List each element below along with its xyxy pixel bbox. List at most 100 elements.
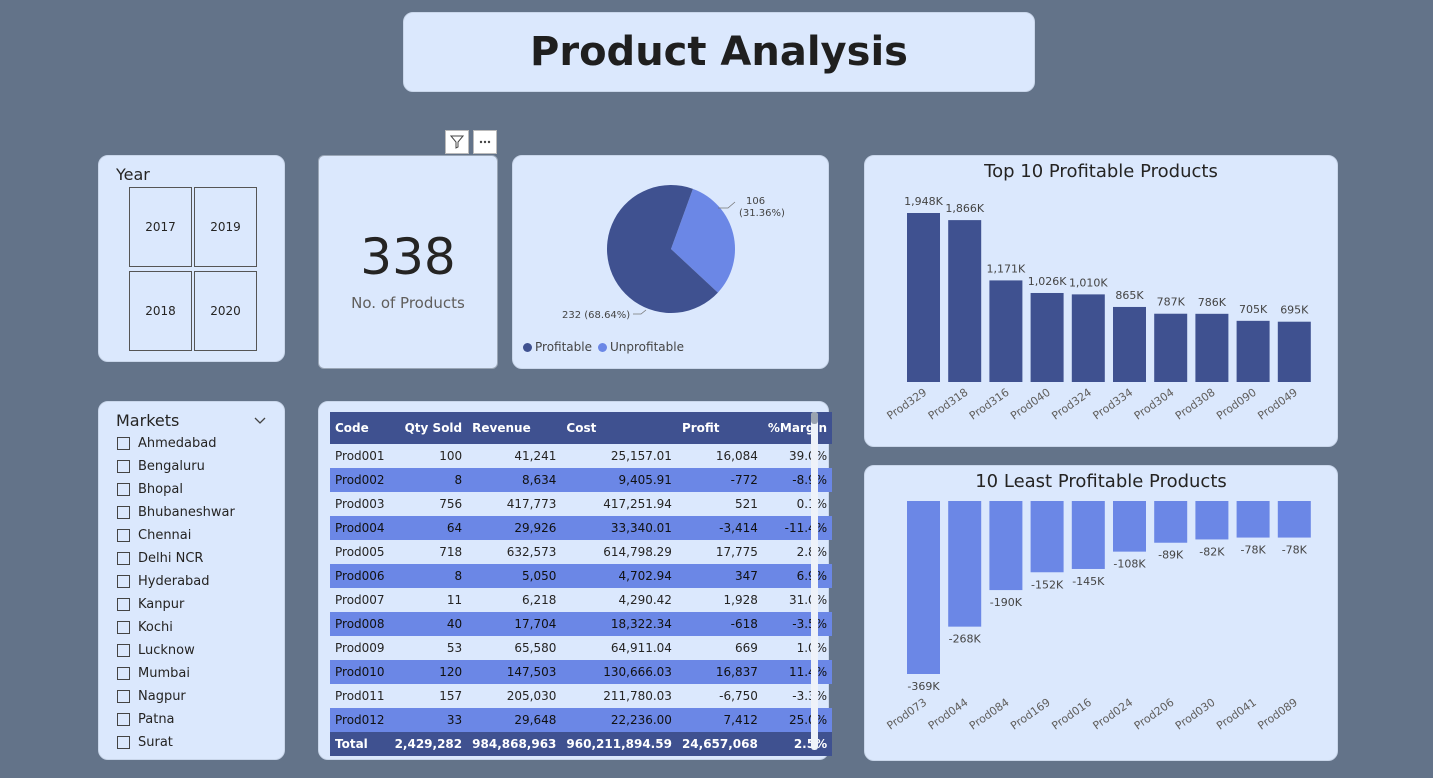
bar[interactable] — [1071, 294, 1105, 382]
table-row[interactable]: Prod005 718 632,573 614,798.29 17,775 2.8% — [330, 540, 832, 564]
market-checkbox[interactable] — [117, 552, 130, 565]
market-item[interactable]: Bhopal — [117, 478, 235, 501]
top-profitable-bar-chart: 1,948K Prod329 1,866K Prod318 1,171K Prod316 1… — [885, 195, 1311, 423]
bar-data-label: 1,948K — [904, 195, 943, 208]
bar[interactable] — [907, 501, 940, 674]
table-scroll-thumb[interactable] — [811, 412, 818, 424]
market-checkbox[interactable] — [117, 644, 130, 657]
filter-icon[interactable] — [445, 130, 469, 154]
bar[interactable] — [1236, 320, 1270, 382]
column-header-code[interactable]: Code — [330, 412, 390, 444]
column-header-margin[interactable]: %Margin — [762, 412, 833, 444]
bar[interactable] — [1195, 313, 1229, 382]
bar-data-label: -78K — [1241, 544, 1267, 557]
bar-data-label: -78K — [1282, 544, 1308, 557]
market-item[interactable]: Patna — [117, 708, 235, 731]
markets-slicer-title: Markets — [116, 411, 180, 430]
bar[interactable] — [989, 280, 1023, 382]
column-header-qty-sold[interactable]: Qty Sold — [389, 412, 468, 444]
pie-chart-card[interactable]: 106 (31.36%) 232 (68.64%) Profitable Unp… — [512, 155, 829, 369]
bar[interactable] — [1113, 306, 1146, 382]
bar[interactable] — [989, 501, 1023, 591]
market-checkbox[interactable] — [117, 529, 130, 542]
market-checkbox[interactable] — [117, 713, 130, 726]
bar[interactable] — [1236, 501, 1270, 538]
table-row[interactable]: Prod011 157 205,030 211,780.03 -6,750 -3.3% — [330, 684, 832, 708]
legend-item-profitable[interactable]: Profitable — [523, 340, 592, 354]
bar-data-label: 695K — [1280, 304, 1309, 317]
bar[interactable] — [1277, 501, 1311, 538]
pie-chart: 106 (31.36%) 232 (68.64%) — [562, 185, 785, 321]
table-row[interactable]: Prod003 756 417,773 417,251.94 521 0.1% — [330, 492, 832, 516]
legend-item-unprofitable[interactable]: Unprofitable — [598, 340, 684, 354]
market-checkbox[interactable] — [117, 460, 130, 473]
year-tile-2019[interactable]: 2019 — [194, 187, 257, 267]
bar[interactable] — [1195, 501, 1229, 540]
market-item[interactable]: Hyderabad — [117, 570, 235, 593]
bar[interactable] — [1030, 292, 1064, 382]
table-row[interactable]: Prod004 64 29,926 33,340.01 -3,414 -11.4% — [330, 516, 833, 540]
table-cell: 1,928 — [723, 593, 758, 607]
market-item[interactable]: Surat — [117, 731, 235, 754]
bar[interactable] — [1277, 321, 1311, 382]
market-checkbox[interactable] — [117, 598, 130, 611]
column-header-cost[interactable]: Cost — [561, 412, 677, 444]
pie-slice-profitable[interactable] — [607, 185, 718, 313]
market-checkbox[interactable] — [117, 506, 130, 519]
bar-data-label: 865K — [1115, 289, 1144, 302]
market-item[interactable]: Nagpur — [117, 685, 235, 708]
kpi-card[interactable]: 338 No. of Products — [318, 155, 498, 369]
table-row[interactable]: Prod009 53 65,580 64,911.04 669 1.0% — [330, 636, 832, 660]
table-row[interactable]: Prod008 40 17,704 18,322.34 -618 -3.5% — [330, 612, 833, 636]
pie-slice-unprofitable[interactable] — [671, 188, 735, 293]
market-checkbox[interactable] — [117, 621, 130, 634]
bar[interactable] — [1071, 501, 1105, 569]
table-row[interactable]: Prod007 11 6,218 4,290.42 1,928 31.0% — [330, 588, 832, 612]
pie-label-profitable: 232 (68.64%) — [562, 310, 630, 321]
table-scrollbar[interactable] — [811, 412, 818, 750]
market-item[interactable]: Kanpur — [117, 593, 235, 616]
table-row[interactable]: Prod001 100 41,241 25,157.01 16,084 39.0% — [330, 444, 832, 468]
bar[interactable] — [1154, 313, 1188, 382]
market-checkbox[interactable] — [117, 437, 130, 450]
market-item[interactable]: Mumbai — [117, 662, 235, 685]
table-cell: 31.0% — [788, 593, 828, 607]
year-tile-2017[interactable]: 2017 — [129, 187, 192, 267]
bar[interactable] — [948, 220, 982, 382]
bar[interactable] — [1154, 501, 1188, 543]
bar-data-label: 786K — [1198, 296, 1227, 309]
bar[interactable] — [907, 213, 940, 382]
market-item[interactable]: Delhi NCR — [117, 547, 235, 570]
x-tick-label: Prod016 — [1049, 696, 1094, 733]
market-item[interactable]: Bhubaneshwar — [117, 501, 235, 524]
table-row[interactable]: Prod010 120 147,503 130,666.03 16,837 11.4% — [330, 660, 833, 684]
column-header-revenue[interactable]: Revenue — [467, 412, 562, 444]
market-item[interactable]: Bengaluru — [117, 455, 235, 478]
market-item[interactable]: Kochi — [117, 616, 235, 639]
least-profitable-chart-card[interactable]: 10 Least Profitable Products -369K Prod07… — [864, 465, 1338, 761]
bar[interactable] — [1030, 501, 1064, 573]
market-item[interactable]: Lucknow — [117, 639, 235, 662]
x-tick-label: Prod089 — [1255, 696, 1300, 733]
market-checkbox[interactable] — [117, 667, 130, 680]
market-item[interactable]: Chennai — [117, 524, 235, 547]
market-checkbox[interactable] — [117, 690, 130, 703]
top-profitable-chart-card[interactable]: Top 10 Profitable Products 1,948K Prod329… — [864, 155, 1338, 447]
year-tile-2018[interactable]: 2018 — [129, 271, 192, 351]
market-item[interactable]: Ahmedabad — [117, 432, 235, 455]
bar-data-label: 705K — [1239, 303, 1268, 316]
more-options-icon[interactable] — [473, 130, 497, 154]
market-checkbox[interactable] — [117, 736, 130, 749]
year-tile-2020[interactable]: 2020 — [194, 271, 257, 351]
column-header-profit[interactable]: Profit — [676, 412, 763, 444]
bar[interactable] — [1113, 501, 1146, 552]
market-checkbox[interactable] — [117, 575, 130, 588]
table-cell: Prod007 — [335, 593, 385, 607]
table-row[interactable]: Prod002 8 8,634 9,405.91 -772 -8.9% — [330, 468, 833, 492]
bar[interactable] — [948, 501, 982, 627]
table-cell: -3,414 — [676, 516, 763, 540]
table-row[interactable]: Prod012 33 29,648 22,236.00 7,412 25.0% — [330, 708, 833, 732]
market-checkbox[interactable] — [117, 483, 130, 496]
chevron-down-icon[interactable] — [254, 414, 266, 428]
